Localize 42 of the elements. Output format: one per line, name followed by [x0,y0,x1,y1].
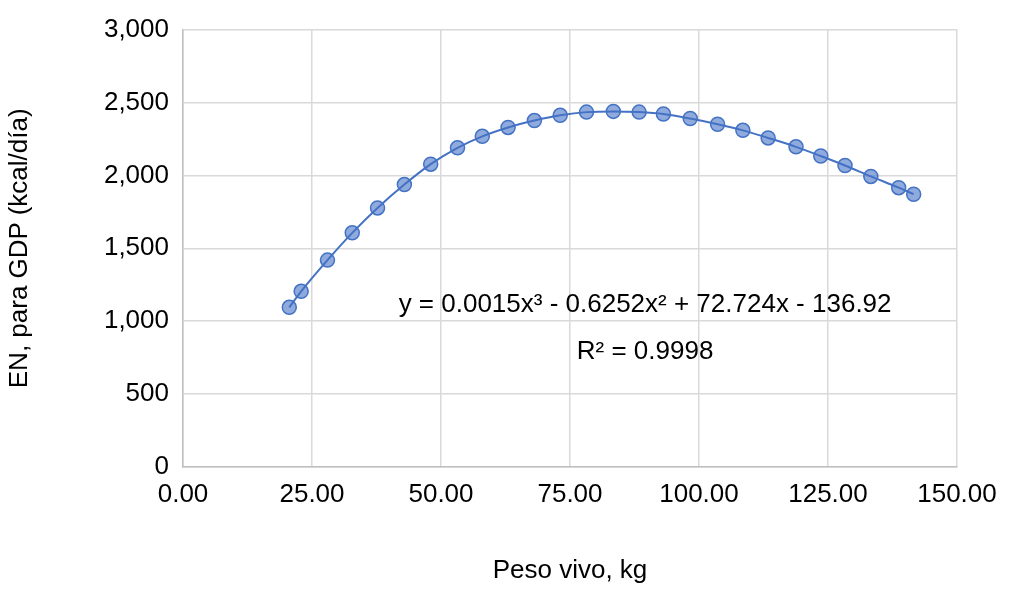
y-tick-label: 1,000 [103,304,169,335]
point [344,225,360,241]
point [293,283,309,300]
annotation: R² = 0.9998 [576,334,714,365]
point [682,110,698,127]
point [474,128,491,145]
point [526,112,543,129]
point [319,252,336,268]
point [813,148,829,164]
y-tick-label: 3,000 [103,12,169,43]
point [735,122,751,139]
point [655,106,672,122]
y-tick-label: 500 [125,377,169,408]
point [578,104,595,120]
x-tick-label: 75.00 [537,477,603,508]
point [631,104,647,120]
y-axis-title: EN, para GDP (kcal/día) [2,108,33,389]
annotation: y = 0.0015x³ - 0.6252x² + 72.724x - 136.92 [398,287,892,318]
x-tick-label: 150.00 [917,477,997,508]
y-tick-label: 2,000 [103,158,169,189]
point [605,103,622,120]
point [905,186,922,202]
x-tick-label: 125.00 [788,477,868,508]
point [788,139,804,155]
point [281,299,298,316]
point [552,107,568,124]
point [396,176,413,193]
point [369,200,386,216]
point [760,130,776,146]
x-axis-title: Peso vivo, kg [492,553,648,584]
point [422,156,439,172]
point [709,116,726,132]
y-tick-label: 1,500 [103,231,169,262]
point [837,157,853,174]
point [500,119,516,136]
point [863,168,879,185]
point [449,140,466,156]
x-tick-label: 100.00 [659,477,739,508]
x-tick-label: 25.00 [279,477,345,508]
point [890,179,907,196]
x-tick-label: 50.00 [408,477,474,508]
y-tick-label: 2,500 [103,85,169,116]
